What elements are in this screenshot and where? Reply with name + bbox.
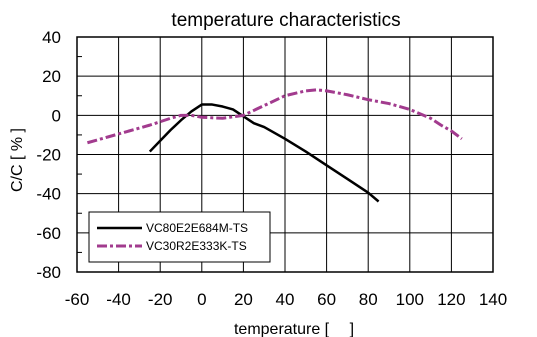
y-tick-label: -20 (36, 146, 61, 165)
legend-box (88, 211, 271, 263)
x-tick-label: -60 (65, 290, 90, 309)
x-tick-label: 40 (276, 290, 295, 309)
y-tick-label: 20 (42, 67, 61, 86)
x-tick-label: 60 (317, 290, 336, 309)
x-tick-label: 140 (479, 290, 507, 309)
y-tick-label: -40 (36, 185, 61, 204)
y-tick-label: 40 (42, 28, 61, 47)
tick-labels: -60 -40 -20 0 20 40 60 80 100 120 140-80-60-40-200… (36, 28, 507, 309)
y-tick-label: -80 (36, 263, 61, 282)
plot-area (76, 36, 494, 273)
y-tick-label: 0 (52, 106, 61, 125)
x-tick-label: 0 (197, 290, 206, 309)
x-tick-label: 80 (359, 290, 378, 309)
legend-entry-vc80: VC80E2E684M-TS (146, 221, 248, 235)
y-axis-label: C/C [ % ] (9, 128, 26, 192)
x-tick-label: -20 (148, 290, 173, 309)
legend-entry-vc30: VC30R2E333K-TS (146, 239, 247, 253)
series-line-0 (148, 103, 380, 203)
x-tick-label: 20 (234, 290, 253, 309)
series-line-1 (86, 88, 463, 145)
x-tick-label: 100 (396, 290, 424, 309)
x-tick-label: -40 (106, 290, 131, 309)
x-axis-label: temperature [ ] (234, 321, 354, 337)
y-tick-label: -60 (36, 224, 61, 243)
x-tick-label: 120 (437, 290, 465, 309)
series-layer (86, 88, 463, 203)
legend: VC80E2E684M-TS VC30R2E333K-TS (88, 211, 271, 263)
chart-title: temperature characteristics (171, 10, 400, 31)
